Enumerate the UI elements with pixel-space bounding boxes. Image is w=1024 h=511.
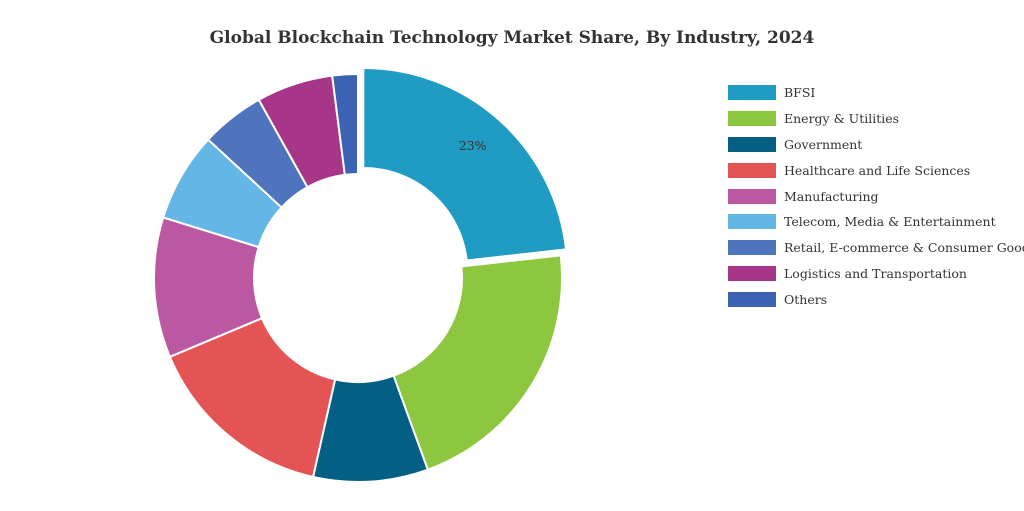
legend-swatch: [728, 111, 776, 127]
legend-label: Telecom, Media & Entertainment: [784, 214, 996, 230]
legend-item[interactable]: BFSI: [728, 80, 1024, 106]
legend-item[interactable]: Healthcare and Life Sciences: [728, 157, 1024, 183]
legend-item[interactable]: Government: [728, 132, 1024, 158]
legend-item[interactable]: Others: [728, 286, 1024, 312]
legend-label: Healthcare and Life Sciences: [784, 162, 971, 178]
data-label: 23%: [459, 138, 487, 153]
slice-bfsi[interactable]: [362, 67, 568, 262]
legend-item[interactable]: Logistics and Transportation: [728, 261, 1024, 287]
legend-swatch: [728, 214, 776, 230]
legend-item[interactable]: Retail, E-commerce & Consumer Goods: [728, 235, 1024, 261]
legend-swatch: [728, 291, 776, 307]
legend-swatch: [728, 162, 776, 178]
legend-swatch: [728, 240, 776, 256]
legend-item[interactable]: Telecom, Media & Entertainment: [728, 209, 1024, 235]
legend-label: Others: [784, 291, 828, 307]
legend-swatch: [728, 265, 776, 281]
legend-label: Retail, E-commerce & Consumer Goods: [784, 240, 1024, 256]
slice-energy-utilities[interactable]: [392, 254, 563, 471]
legend-label: Energy & Utilities: [784, 111, 900, 127]
legend-swatch: [728, 136, 776, 152]
legend-swatch: [728, 188, 776, 204]
legend-label: Manufacturing: [784, 188, 879, 204]
legend-label: BFSI: [784, 85, 816, 101]
slice-others[interactable]: [331, 72, 359, 176]
legend-item[interactable]: Energy & Utilities: [728, 106, 1024, 132]
legend-label: Logistics and Transportation: [784, 265, 967, 281]
chart-title: Global Blockchain Technology Market Shar…: [209, 28, 815, 48]
legend-item[interactable]: Manufacturing: [728, 183, 1024, 209]
slice-healthcare-and-life-sciences[interactable]: [168, 316, 337, 479]
legend-swatch: [728, 85, 776, 101]
legend-label: Government: [784, 136, 863, 152]
chart-legend: BFSI Energy & Utilities Government Healthca…: [728, 80, 1024, 312]
